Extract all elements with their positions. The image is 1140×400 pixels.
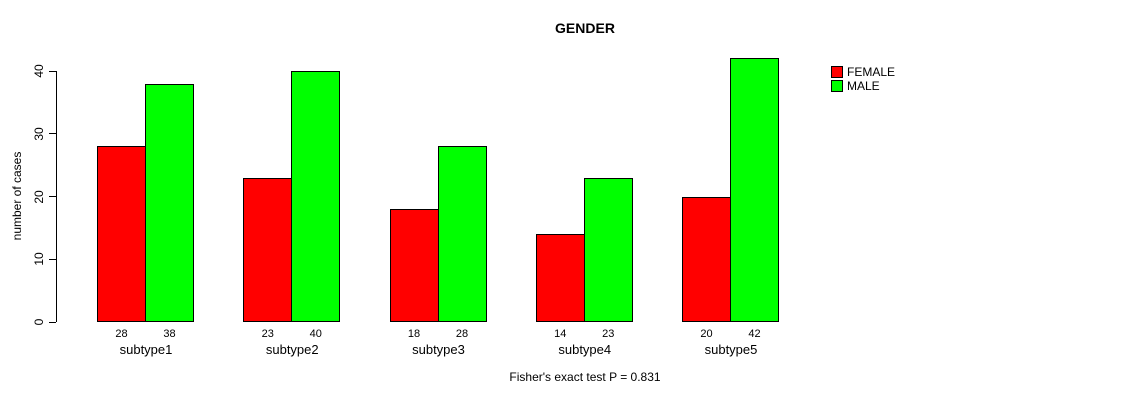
y-axis-tick-label: 30 <box>32 127 46 141</box>
y-axis-line <box>56 71 57 322</box>
bar-male-subtype4 <box>583 177 633 322</box>
legend-label-male: MALE <box>847 78 880 93</box>
legend-item-female: FEMALE <box>831 64 896 79</box>
bar-male-subtype3 <box>437 146 487 322</box>
y-axis-label: number of cases <box>10 151 24 241</box>
bar-value-label-male-subtype5: 42 <box>748 328 761 340</box>
bar-value-label-male-subtype3: 28 <box>455 328 469 340</box>
y-axis-tick-label: 40 <box>32 64 46 78</box>
x-axis-category-label-subtype4: subtype4 <box>558 342 612 357</box>
bar-female-subtype4 <box>535 234 585 322</box>
y-axis-tick <box>49 258 56 260</box>
y-axis-tick <box>49 70 56 72</box>
x-axis-category-label-subtype3: subtype3 <box>412 342 465 357</box>
bar-female-subtype5 <box>682 196 731 322</box>
y-axis-tick-label: 20 <box>32 189 46 204</box>
bar-value-label-male-subtype1: 38 <box>163 328 176 340</box>
legend-swatch-male <box>831 79 843 92</box>
y-axis-tick <box>49 321 56 323</box>
bar-female-subtype1 <box>97 146 146 322</box>
y-axis-tick <box>49 133 56 135</box>
legend-swatch-female <box>831 65 843 78</box>
y-axis-tick <box>49 196 56 197</box>
legend-label-female: FEMALE <box>847 64 896 79</box>
bar-male-subtype2 <box>291 71 341 322</box>
y-axis-tick-label: 10 <box>32 252 46 266</box>
bar-female-subtype2 <box>243 177 293 322</box>
bar-value-label-male-subtype4: 23 <box>602 328 615 340</box>
legend-item-male: MALE <box>831 78 895 93</box>
caption-text: Fisher's exact test P = 0.831 <box>509 370 661 384</box>
legend: FEMALE MALE <box>831 65 895 93</box>
x-axis-category-label-subtype1: subtype1 <box>119 342 173 357</box>
bar-value-label-female-subtype4: 14 <box>554 328 567 340</box>
bar-male-subtype5 <box>730 58 779 322</box>
bar-male-subtype1 <box>145 83 194 322</box>
x-axis-category-label-subtype5: subtype5 <box>704 342 758 357</box>
bar-value-label-female-subtype1: 28 <box>115 328 128 340</box>
x-axis-category-label-subtype2: subtype2 <box>265 342 319 357</box>
chart-title: GENDER <box>555 20 615 36</box>
bar-value-label-female-subtype3: 18 <box>407 328 421 340</box>
bar-value-label-male-subtype2: 40 <box>309 328 322 340</box>
bar-value-label-female-subtype5: 20 <box>700 328 713 340</box>
bar-female-subtype3 <box>389 209 439 322</box>
y-axis-tick-label: 0 <box>32 318 46 326</box>
bar-value-label-female-subtype2: 23 <box>261 328 274 340</box>
